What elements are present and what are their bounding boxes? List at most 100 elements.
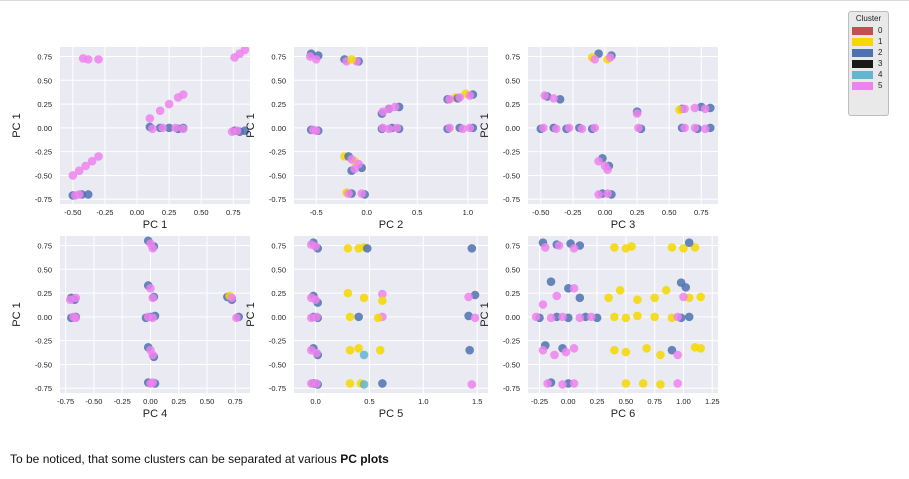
y-tick-label: -0.50 (35, 360, 52, 369)
data-point-cluster-5 (634, 123, 643, 133)
data-point-cluster-1 (679, 244, 688, 253)
data-point-cluster-4 (359, 350, 369, 360)
data-point-cluster-1 (621, 313, 631, 323)
legend-swatch (852, 48, 873, 57)
y-tick-label: -0.25 (269, 148, 286, 157)
y-tick-label: 0.50 (271, 76, 286, 85)
x-tick-label: -0.5 (310, 208, 323, 217)
x-tick-label: 1.0 (463, 208, 473, 217)
data-point-cluster-5 (148, 244, 158, 253)
y-tick-label: 0.25 (271, 100, 286, 109)
data-point-cluster-2 (362, 244, 372, 253)
data-point-cluster-5 (145, 114, 155, 123)
data-point-cluster-5 (569, 343, 579, 353)
data-point-cluster-5 (531, 312, 541, 322)
data-point-cluster-5 (148, 378, 158, 387)
data-point-cluster-2 (470, 290, 480, 300)
data-point-cluster-1 (610, 243, 619, 252)
x-tick-label: -0.25 (114, 397, 131, 406)
data-point-cluster-5 (171, 123, 180, 133)
x-tick-label: -0.50 (64, 208, 81, 217)
data-point-cluster-5 (74, 166, 84, 175)
data-point-cluster-5 (538, 345, 548, 355)
x-tick-label: 0.00 (130, 208, 145, 217)
points (531, 238, 706, 389)
data-point-cluster-1 (343, 288, 353, 298)
data-point-cluster-2 (684, 238, 694, 247)
data-point-cluster-5 (232, 313, 241, 323)
x-tick-label: 0.50 (194, 208, 209, 217)
data-point-cluster-5 (464, 292, 473, 302)
x-tick-label: 0.5 (412, 208, 422, 217)
data-point-cluster-5 (347, 154, 356, 164)
data-point-cluster-2 (378, 379, 387, 388)
data-point-cluster-5 (164, 99, 174, 109)
data-point-cluster-5 (311, 126, 321, 136)
caption-bold: PC plots (340, 452, 389, 466)
data-point-cluster-5 (569, 244, 579, 253)
y-tick-label: -0.75 (269, 384, 286, 393)
data-point-cluster-1 (656, 380, 665, 389)
y-tick-label: 0.75 (505, 53, 520, 62)
data-point-cluster-5 (148, 313, 158, 323)
data-point-cluster-5 (569, 284, 579, 293)
data-point-cluster-1 (610, 345, 619, 355)
data-point-cluster-5 (458, 124, 468, 134)
scatter-panel-6: -0.25 0.00 0.25 0.50 0.75 1.00 1.25 0.75 0.50 0.2… (479, 236, 720, 420)
data-point-cluster-5 (227, 293, 237, 303)
data-point-cluster-2 (467, 244, 477, 253)
y-tick-label: 0.50 (271, 265, 286, 274)
y-tick-label: -0.50 (503, 360, 520, 369)
points (65, 236, 243, 388)
y-tick-label: 0.25 (505, 289, 520, 298)
x-tick-label: 0.75 (226, 208, 241, 217)
x-tick-label: 0.0 (310, 397, 320, 406)
data-point-cluster-5 (94, 152, 103, 161)
data-point-cluster-5 (577, 124, 587, 134)
data-point-cluster-5 (558, 380, 567, 389)
data-point-cluster-5 (155, 106, 165, 116)
y-tick-label: -0.75 (35, 195, 52, 204)
x-tick-label: 0.00 (561, 397, 576, 406)
y-tick-label: -0.75 (503, 384, 520, 393)
y-tick-label: -0.50 (269, 171, 286, 180)
data-point-cluster-1 (627, 242, 636, 251)
y-tick-label: 0.50 (37, 265, 52, 274)
data-point-cluster-5 (575, 313, 585, 323)
data-point-cluster-5 (148, 293, 158, 303)
y-tick-label: -0.75 (35, 384, 52, 393)
data-point-cluster-5 (554, 241, 564, 250)
y-tick-label: -0.75 (269, 195, 286, 204)
data-point-cluster-5 (445, 95, 454, 104)
x-axis-label: PC 5 (379, 408, 403, 420)
data-point-cluster-5 (673, 350, 682, 360)
data-point-cluster-5 (546, 313, 556, 323)
legend-label: 0 (878, 26, 883, 35)
data-point-cluster-5 (558, 312, 567, 322)
y-tick-label: 0.50 (505, 76, 520, 85)
data-point-cluster-5 (564, 123, 574, 133)
data-point-cluster-5 (232, 126, 242, 136)
data-point-cluster-5 (467, 380, 477, 389)
x-tick-label: 0.25 (171, 397, 186, 406)
y-tick-label: 0.25 (37, 100, 52, 109)
x-tick-label: 1.25 (705, 397, 720, 406)
legend-label: 3 (878, 59, 883, 68)
data-point-cluster-1 (347, 55, 356, 64)
x-tick-label: 0.00 (598, 208, 613, 217)
legend-swatch (852, 59, 873, 68)
data-point-cluster-1 (656, 350, 665, 360)
data-point-cluster-1 (345, 379, 355, 388)
data-point-cluster-1 (633, 295, 642, 305)
data-point-cluster-1 (378, 296, 387, 306)
x-tick-label: -0.50 (532, 208, 549, 217)
legend-title: Cluster (855, 14, 882, 23)
data-point-cluster-5 (445, 123, 454, 133)
y-tick-label: 0.00 (37, 313, 52, 322)
data-point-cluster-1 (696, 343, 706, 353)
data-point-cluster-5 (540, 91, 549, 100)
x-tick-label: 0.75 (694, 208, 709, 217)
data-point-cluster-5 (68, 171, 78, 180)
data-point-cluster-5 (679, 292, 688, 302)
y-tick-label: -0.50 (503, 171, 520, 180)
